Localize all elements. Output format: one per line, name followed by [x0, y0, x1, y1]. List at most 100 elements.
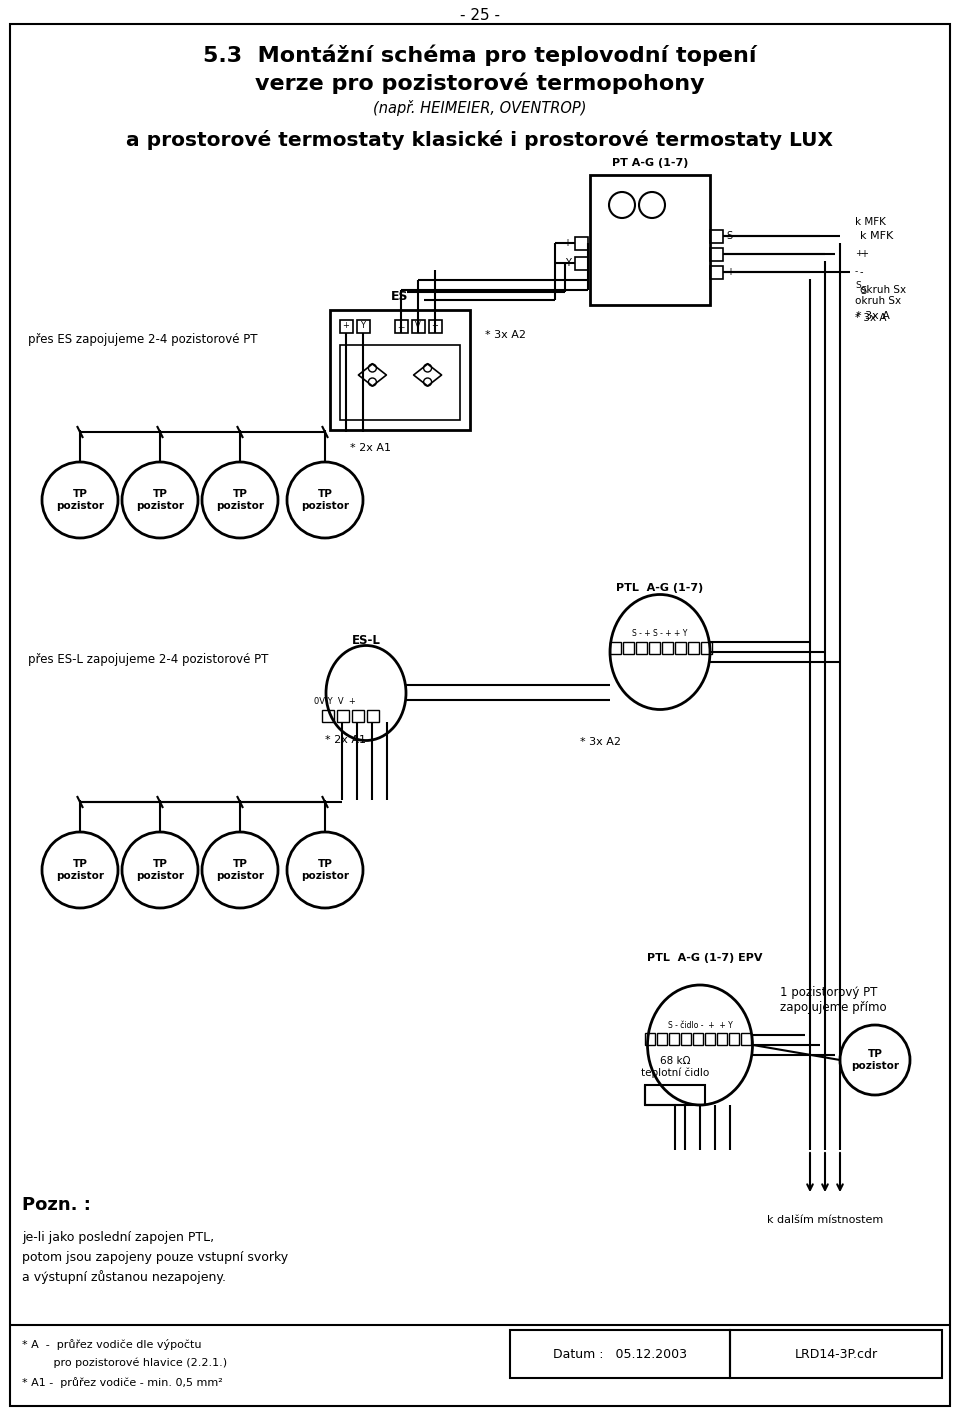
- Circle shape: [609, 192, 635, 218]
- Text: * A1 -  průřez vodiče - min. 0,5 mm²: * A1 - průřez vodiče - min. 0,5 mm²: [22, 1377, 223, 1389]
- Bar: [688, 642, 699, 655]
- Text: přes ES-L zapojujeme 2-4 pozistorové PT: přes ES-L zapojujeme 2-4 pozistorové PT: [28, 653, 269, 666]
- Text: * 3x A2: * 3x A2: [485, 329, 526, 339]
- Bar: [575, 257, 588, 270]
- Bar: [710, 266, 723, 279]
- Text: LRD14-3P.cdr: LRD14-3P.cdr: [795, 1348, 877, 1360]
- Text: PTL  A-G (1-7): PTL A-G (1-7): [616, 583, 704, 592]
- Bar: [681, 1034, 691, 1045]
- Text: * 3x A: * 3x A: [856, 311, 890, 321]
- Bar: [590, 175, 710, 305]
- Circle shape: [202, 831, 278, 908]
- Text: TP
pozistor: TP pozistor: [136, 489, 184, 510]
- Text: přes ES zapojujeme 2-4 pozistorové PT: přes ES zapojujeme 2-4 pozistorové PT: [28, 334, 257, 346]
- Bar: [717, 1034, 727, 1045]
- Text: * 3x A: * 3x A: [855, 312, 886, 322]
- Text: ⊥: ⊥: [397, 321, 404, 331]
- Text: k MFK: k MFK: [855, 216, 886, 228]
- Circle shape: [202, 462, 278, 537]
- Bar: [337, 710, 349, 723]
- Text: 0V Y  V  +: 0V Y V +: [314, 697, 356, 707]
- Bar: [729, 1034, 739, 1045]
- Text: * 3x A2: * 3x A2: [580, 737, 621, 747]
- Text: TP
pozistor: TP pozistor: [301, 860, 349, 881]
- Text: verze pro pozistorové termopohony: verze pro pozistorové termopohony: [255, 72, 705, 93]
- Text: TP
pozistor: TP pozistor: [301, 489, 349, 510]
- Bar: [675, 642, 686, 655]
- Text: okruh Sx: okruh Sx: [860, 286, 906, 296]
- Circle shape: [840, 1025, 910, 1094]
- Bar: [510, 1331, 730, 1379]
- Text: okruh Sx: okruh Sx: [855, 296, 901, 305]
- Text: TP
pozistor: TP pozistor: [851, 1049, 899, 1070]
- Text: a výstupní zůstanou nezapojeny.: a výstupní zůstanou nezapojeny.: [22, 1270, 226, 1284]
- Bar: [693, 1034, 703, 1045]
- Bar: [669, 1034, 679, 1045]
- Text: PTL  A-G (1-7) EPV: PTL A-G (1-7) EPV: [647, 953, 763, 963]
- Text: -: -: [855, 267, 858, 277]
- Circle shape: [287, 462, 363, 537]
- Text: k dalším místnostem: k dalším místnostem: [767, 1215, 883, 1225]
- Text: 5.3  Montážní schéma pro teplovodní topení: 5.3 Montážní schéma pro teplovodní topen…: [204, 44, 756, 65]
- Ellipse shape: [326, 646, 406, 741]
- Bar: [412, 320, 425, 334]
- Text: +: +: [726, 267, 734, 277]
- Text: TP
pozistor: TP pozistor: [216, 860, 264, 881]
- Bar: [610, 642, 621, 655]
- Circle shape: [42, 831, 118, 908]
- Bar: [367, 710, 379, 723]
- Text: +: +: [860, 249, 868, 259]
- Bar: [395, 320, 408, 334]
- Bar: [741, 1034, 751, 1045]
- Text: - 25 -: - 25 -: [460, 8, 500, 24]
- Text: S - + S - + + Y: S - + S - + + Y: [633, 629, 687, 639]
- Text: V: V: [415, 321, 420, 331]
- Text: TP
pozistor: TP pozistor: [56, 489, 104, 510]
- Text: Pozn. :: Pozn. :: [22, 1196, 91, 1215]
- Bar: [330, 310, 470, 430]
- Text: S - čidlo -  +  + Y: S - čidlo - + + Y: [667, 1021, 732, 1029]
- Bar: [340, 345, 460, 420]
- Bar: [429, 320, 442, 334]
- Text: S: S: [860, 286, 866, 296]
- Ellipse shape: [647, 986, 753, 1104]
- Bar: [649, 642, 660, 655]
- Text: Y: Y: [565, 257, 571, 269]
- Text: 68 kΩ: 68 kΩ: [660, 1056, 690, 1066]
- Text: +: +: [343, 321, 349, 331]
- Text: Y: Y: [361, 321, 366, 331]
- Text: pro pozistorové hlavice (2.2.1.): pro pozistorové hlavice (2.2.1.): [22, 1357, 228, 1369]
- Text: ES-L: ES-L: [351, 635, 380, 648]
- Text: * 2x A1: * 2x A1: [325, 735, 366, 745]
- Text: teplotní čidlo: teplotní čidlo: [641, 1068, 709, 1079]
- Text: PT A-G (1-7): PT A-G (1-7): [612, 158, 688, 168]
- Text: S: S: [855, 281, 861, 290]
- Text: -: -: [860, 267, 863, 277]
- Bar: [730, 1331, 942, 1379]
- Text: S: S: [726, 230, 732, 240]
- Circle shape: [122, 831, 198, 908]
- Text: +: +: [563, 238, 571, 247]
- Text: * 2x A1: * 2x A1: [350, 443, 391, 452]
- Text: je-li jako poslední zapojen PTL,: je-li jako poslední zapojen PTL,: [22, 1230, 214, 1243]
- Bar: [645, 1034, 655, 1045]
- Bar: [710, 230, 723, 243]
- Bar: [701, 642, 712, 655]
- Text: * A  -  průřez vodiče dle výpočtu: * A - průřez vodiče dle výpočtu: [22, 1339, 202, 1350]
- Circle shape: [639, 192, 665, 218]
- Text: TP
pozistor: TP pozistor: [56, 860, 104, 881]
- Bar: [357, 320, 370, 334]
- Text: +: +: [855, 249, 862, 259]
- Bar: [322, 710, 334, 723]
- Text: TP
pozistor: TP pozistor: [136, 860, 184, 881]
- Text: potom jsou zapojeny pouze vstupní svorky: potom jsou zapojeny pouze vstupní svorky: [22, 1250, 288, 1264]
- Bar: [636, 642, 647, 655]
- Text: a prostorové termostaty klasické i prostorové termostaty LUX: a prostorové termostaty klasické i prost…: [127, 130, 833, 150]
- Circle shape: [287, 831, 363, 908]
- Text: +: +: [432, 321, 439, 331]
- Circle shape: [122, 462, 198, 537]
- Bar: [657, 1034, 667, 1045]
- Bar: [710, 247, 723, 262]
- Ellipse shape: [610, 594, 710, 710]
- Bar: [645, 1085, 705, 1104]
